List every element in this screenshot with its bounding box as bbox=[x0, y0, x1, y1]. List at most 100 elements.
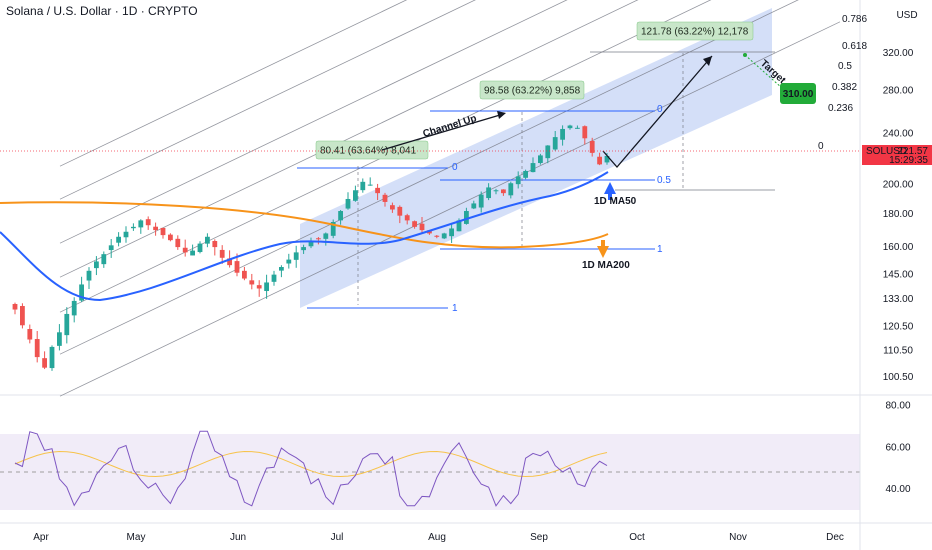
y-tick-label: 100.50 bbox=[883, 372, 914, 383]
candle-body bbox=[145, 219, 151, 226]
fib-retracement-label: 1 bbox=[452, 303, 458, 314]
candle-body bbox=[279, 267, 284, 271]
measurement-box bbox=[636, 21, 754, 41]
candle-body bbox=[160, 227, 166, 236]
candle-body bbox=[367, 184, 373, 186]
candle-body bbox=[390, 205, 395, 210]
candle-body bbox=[560, 128, 565, 140]
y-tick-label: 320.00 bbox=[883, 48, 914, 59]
candle-body bbox=[434, 235, 440, 237]
candle-body bbox=[27, 329, 33, 340]
fib-retracement-label: 0 bbox=[452, 162, 458, 173]
channel-line bbox=[59, 21, 841, 397]
candle-body bbox=[552, 137, 558, 150]
channel-shading bbox=[300, 8, 772, 308]
price-badge-symbol: SOLUSD bbox=[866, 146, 907, 157]
channel-up-arrowhead bbox=[497, 111, 506, 119]
y-tick-label: 200.00 bbox=[883, 180, 914, 191]
channel-line bbox=[59, 0, 799, 355]
fib-channel-level-label: 0.382 bbox=[832, 82, 857, 93]
x-tick-label: Dec bbox=[826, 532, 844, 543]
candle-body bbox=[360, 181, 366, 191]
candle-body bbox=[567, 125, 573, 129]
ma200-arrow-icon bbox=[597, 240, 609, 258]
candle-body bbox=[190, 250, 195, 256]
candle-body bbox=[397, 206, 403, 216]
rsi-tick-label: 80.00 bbox=[885, 400, 910, 411]
fib-channel-level-label: 0.5 bbox=[838, 61, 852, 72]
rsi-tick-label: 40.00 bbox=[885, 484, 910, 495]
ma200-line bbox=[0, 201, 609, 249]
channel-line bbox=[59, 0, 408, 167]
candle-body bbox=[597, 156, 602, 165]
candle-body bbox=[264, 282, 269, 292]
channel-line bbox=[59, 0, 476, 200]
candle-body bbox=[94, 261, 99, 269]
ma200-label: 1D MA200 bbox=[582, 260, 630, 271]
candle-body bbox=[168, 234, 173, 241]
candle-body bbox=[219, 249, 225, 258]
candle-body bbox=[345, 198, 351, 209]
fib-channel-level-label: 0 bbox=[818, 141, 824, 152]
candle-body bbox=[456, 220, 462, 232]
measurement-box bbox=[315, 140, 429, 160]
y-tick-label: 180.00 bbox=[883, 209, 914, 220]
candle-body bbox=[545, 145, 551, 159]
measurement-label: 98.58 (63.22%) 9,858 bbox=[484, 86, 581, 97]
candle-body bbox=[419, 223, 425, 231]
candle-body bbox=[308, 241, 314, 247]
fib-channel-level-label: 0.236 bbox=[828, 103, 853, 114]
candle-body bbox=[538, 155, 543, 164]
candle-body bbox=[375, 187, 380, 194]
measurement-label: 80.41 (63.64%) 8,041 bbox=[320, 146, 417, 157]
price-badge bbox=[862, 145, 932, 165]
price-badge-value: 221.57 bbox=[897, 146, 928, 157]
candle-body bbox=[330, 221, 336, 236]
candle-body bbox=[508, 183, 514, 196]
y-tick-label: 110.50 bbox=[883, 346, 913, 357]
y-tick-label: 240.00 bbox=[883, 129, 914, 140]
candle-body bbox=[153, 226, 158, 231]
y-tick-label: 160.00 bbox=[883, 242, 914, 253]
x-tick-label: Nov bbox=[729, 532, 747, 543]
channel-line bbox=[59, 0, 712, 313]
candle-body bbox=[242, 270, 247, 279]
measurement-box bbox=[479, 80, 585, 100]
candle-body bbox=[301, 247, 306, 251]
candle-body bbox=[530, 163, 536, 173]
target-badge bbox=[780, 83, 816, 104]
candle-body bbox=[286, 259, 292, 264]
candle-body bbox=[515, 176, 521, 185]
candle-body bbox=[20, 306, 25, 326]
candle-body bbox=[501, 189, 506, 194]
candle-body bbox=[34, 339, 40, 358]
candle-body bbox=[49, 346, 55, 369]
channel-line bbox=[59, 0, 568, 244]
candle-body bbox=[227, 258, 232, 266]
candle-body bbox=[589, 140, 595, 153]
projection-path bbox=[602, 55, 713, 168]
candle-body bbox=[57, 332, 62, 346]
candle-body bbox=[323, 233, 329, 239]
currency-label: USD bbox=[896, 10, 917, 21]
chart-title: Solana / U.S. Dollar · 1D · CRYPTO bbox=[6, 4, 198, 18]
price-badge-countdown: 15:29:35 bbox=[889, 155, 928, 166]
candle-body bbox=[71, 300, 77, 316]
candle-body bbox=[486, 187, 491, 199]
candle-body bbox=[575, 127, 580, 129]
candle-body bbox=[12, 303, 18, 310]
x-tick-label: Oct bbox=[629, 532, 645, 543]
x-tick-label: Apr bbox=[33, 532, 49, 543]
candle-body bbox=[493, 190, 499, 192]
candle-body bbox=[464, 211, 469, 224]
rsi-tick-label: 60.00 bbox=[885, 442, 910, 453]
candle-body bbox=[404, 215, 410, 221]
candle-body bbox=[449, 228, 454, 237]
y-tick-label: 133.00 bbox=[883, 294, 914, 305]
projection-arrowhead bbox=[703, 56, 712, 66]
candle-body bbox=[101, 254, 107, 265]
candle-body bbox=[197, 243, 203, 253]
ma50-label: 1D MA50 bbox=[594, 196, 637, 207]
x-tick-label: Jun bbox=[230, 532, 246, 543]
